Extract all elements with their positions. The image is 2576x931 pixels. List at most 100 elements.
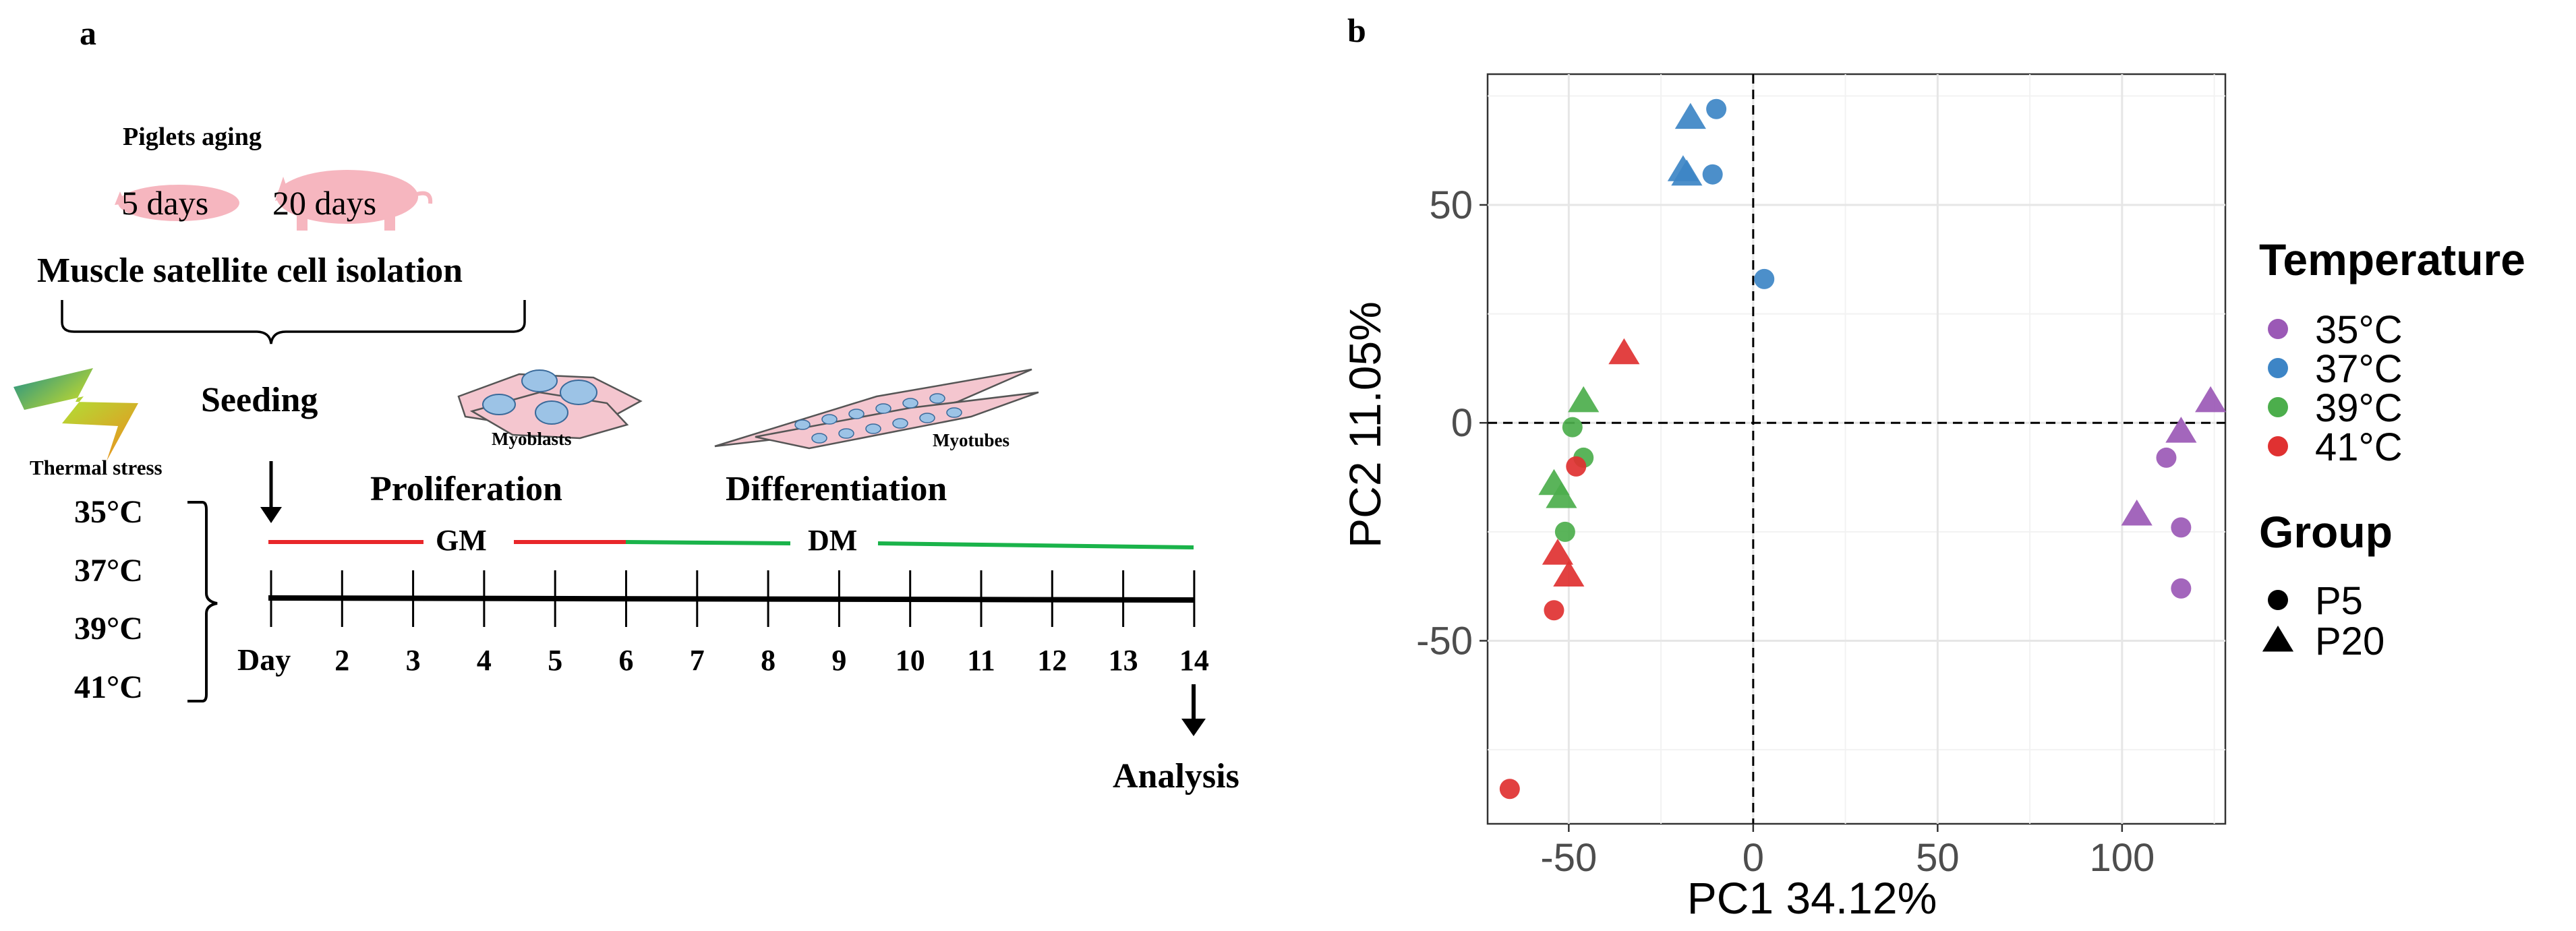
lightning-bolt-icon — [13, 368, 138, 461]
data-point-triangle — [1674, 102, 1706, 129]
x-tick-label: -50 — [1540, 836, 1597, 880]
day-tick-label: 11 — [967, 644, 995, 677]
legend-temp-swatch — [2268, 436, 2288, 456]
legend-temp-swatch — [2268, 358, 2288, 378]
isolation-brace — [61, 300, 526, 344]
legend-group-label: P5 — [2315, 579, 2363, 623]
gm-label: GM — [436, 524, 487, 557]
y-tick-label: -50 — [1416, 619, 1473, 663]
day-tick-label: 14 — [1179, 644, 1209, 677]
x-tick-label: 50 — [1916, 836, 1960, 880]
legend-temperature-items: 35°C37°C39°C41°C — [2268, 308, 2403, 469]
day-tick-label: 9 — [831, 644, 846, 677]
y-tick-label: 50 — [1429, 183, 1473, 227]
data-point-circle — [1566, 456, 1587, 477]
timeline-ticks — [270, 570, 1196, 627]
temp-label-37: 37°C — [74, 553, 143, 589]
seeding-label: Seeding — [201, 381, 318, 419]
data-points — [1499, 98, 2227, 800]
pca-plot-area — [1486, 73, 2227, 825]
data-point-circle — [2171, 578, 2192, 599]
panel-a-label: a — [80, 14, 96, 52]
day-tick-label: 8 — [761, 644, 775, 677]
data-point-triangle — [1542, 539, 1574, 565]
myotubes-illustration — [714, 368, 1039, 450]
x-axis-label: PC1 34.12% — [1687, 873, 1937, 923]
day-tick-label: 10 — [896, 644, 925, 677]
piglets-heading: Piglets aging — [123, 123, 262, 151]
data-point-circle — [1562, 417, 1583, 438]
data-point-circle — [1754, 268, 1775, 289]
axis-ticks: -50 0 50 100 -50 0 50 — [1416, 183, 2155, 880]
data-point-circle — [1499, 779, 1520, 800]
dm-line-left — [625, 540, 791, 545]
day-tick-label: 4 — [477, 644, 492, 677]
legend-circle-icon — [2268, 590, 2288, 610]
differentiation-label: Differentiation — [726, 470, 947, 508]
data-point-circle — [1702, 164, 1723, 185]
data-point-triangle — [1553, 560, 1585, 587]
data-point-circle — [2171, 517, 2192, 538]
data-point-triangle — [2165, 417, 2197, 443]
data-point-triangle — [2195, 386, 2227, 413]
isolation-label: Muscle satellite cell isolation — [37, 251, 463, 290]
temperature-brace — [187, 501, 218, 702]
data-point-triangle — [1608, 338, 1640, 365]
age-5-days: 5 days — [121, 184, 208, 222]
data-point-triangle — [1671, 159, 1703, 186]
legend-temp-swatch — [2268, 319, 2288, 339]
data-point-circle — [2156, 447, 2177, 468]
temp-label-41: 41°C — [74, 669, 143, 705]
data-point-triangle — [1546, 482, 1577, 508]
x-tick-label: 0 — [1743, 836, 1764, 880]
dm-label: DM — [808, 524, 857, 557]
day-tick-label: 7 — [690, 644, 705, 677]
data-point-triangle — [2121, 499, 2153, 526]
legend-triangle-icon — [2262, 626, 2294, 652]
myoblasts-illustration — [457, 369, 643, 440]
myotubes-label: Myotubes — [933, 430, 1009, 450]
myoblasts-label: Myoblasts — [492, 429, 572, 449]
seeding-arrow-icon — [260, 461, 282, 523]
legend-temp-label: 37°C — [2315, 347, 2403, 391]
legend-temp-swatch — [2268, 397, 2288, 417]
temp-label-35: 35°C — [74, 494, 143, 530]
x-tick-label: 100 — [2089, 836, 2155, 880]
day-tick-label: 6 — [619, 644, 634, 677]
data-point-circle — [1544, 600, 1564, 621]
data-point-triangle — [1568, 386, 1600, 413]
day-labels: 2 3 4 5 6 7 8 9 10 11 12 13 14 — [334, 644, 1209, 677]
analysis-arrow-icon — [1181, 684, 1206, 736]
day-label: Day — [237, 642, 291, 677]
panel-b-label: b — [1347, 11, 1366, 49]
age-20-days: 20 days — [272, 184, 376, 222]
thermal-stress-label: Thermal stress — [30, 456, 163, 479]
y-axis-label: PC2 11.05% — [1340, 301, 1390, 548]
analysis-label: Analysis — [1113, 757, 1239, 795]
day-tick-label: 2 — [334, 644, 349, 677]
day-tick-label: 12 — [1037, 644, 1067, 677]
piglet-small-icon — [115, 185, 239, 221]
data-point-circle — [1706, 98, 1727, 119]
y-tick-label: 0 — [1451, 401, 1473, 445]
timeline-axis — [268, 595, 1196, 603]
legend-temp-label: 41°C — [2315, 425, 2403, 469]
dm-line-right — [877, 541, 1194, 549]
day-tick-label: 13 — [1109, 644, 1138, 677]
day-tick-label: 5 — [548, 644, 562, 677]
plot-panel-border — [1486, 73, 2227, 825]
proliferation-label: Proliferation — [370, 470, 562, 508]
legend-temp-label: 35°C — [2315, 308, 2403, 352]
pig-large-icon — [275, 170, 433, 231]
legend-temperature-title: Temperature — [2259, 235, 2525, 284]
panel-a-schematic: a Piglets aging 5 days 20 days Muscle sa… — [13, 14, 1239, 795]
day-tick-label: 3 — [406, 644, 421, 677]
legend-temp-label: 39°C — [2315, 386, 2403, 430]
data-point-circle — [1554, 521, 1575, 542]
temp-label-39: 39°C — [74, 611, 143, 647]
legend-group-title: Group — [2259, 507, 2393, 557]
